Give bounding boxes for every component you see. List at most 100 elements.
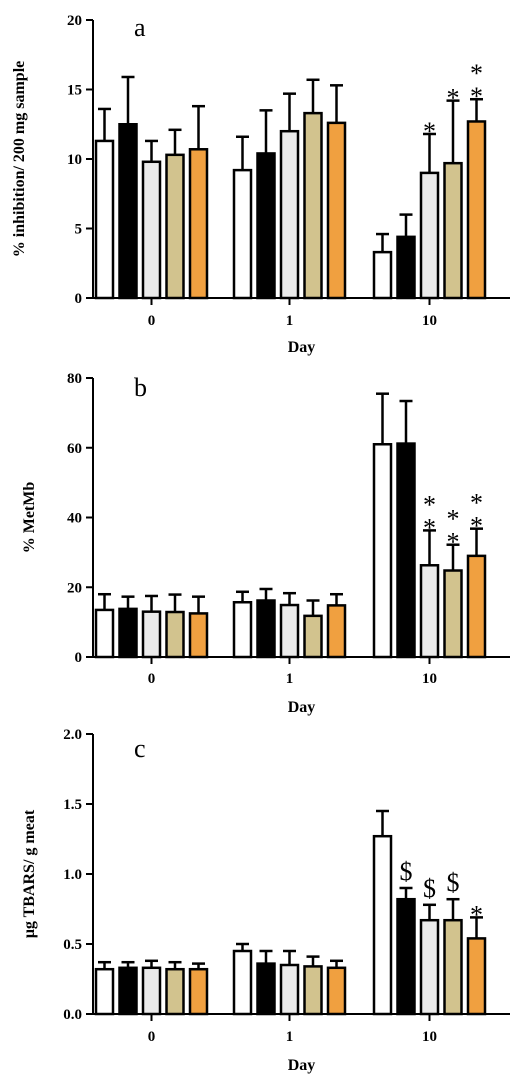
bar xyxy=(118,966,138,1016)
bar xyxy=(232,168,253,300)
bar xyxy=(279,963,300,1016)
bar xyxy=(279,129,300,300)
bar xyxy=(466,937,487,1016)
bar xyxy=(94,139,115,300)
bar xyxy=(118,123,138,300)
bar xyxy=(188,612,209,659)
y-tick-label: 40 xyxy=(67,511,82,527)
bar xyxy=(232,600,253,659)
significance-marker: $ xyxy=(423,874,436,903)
x-tick-label: 0 xyxy=(148,1029,156,1045)
x-tick-label: 1 xyxy=(286,313,294,329)
significance-glyph: * xyxy=(470,900,483,929)
significance-glyph: * xyxy=(470,512,483,541)
y-tick-label: 15 xyxy=(67,83,82,99)
significance-glyph: $ xyxy=(423,874,436,903)
bar xyxy=(141,610,162,659)
bar xyxy=(396,235,416,300)
bar xyxy=(256,152,276,300)
significance-marker: * * xyxy=(423,490,436,542)
bar xyxy=(303,965,323,1016)
significance-marker: * * xyxy=(447,505,460,557)
bar xyxy=(372,834,393,1016)
bar xyxy=(165,967,185,1016)
significance-marker: * xyxy=(447,84,460,113)
x-axis-title: Day xyxy=(288,1057,316,1074)
bar xyxy=(443,569,463,659)
bar xyxy=(232,949,253,1016)
x-tick-label: 10 xyxy=(422,313,437,329)
bar xyxy=(372,443,393,659)
significance-glyph: * xyxy=(447,84,460,113)
x-axis-title: Day xyxy=(288,339,316,356)
x-tick-label: 10 xyxy=(422,1029,437,1045)
bar xyxy=(466,120,487,300)
panel-letter: c xyxy=(134,734,146,763)
bar xyxy=(419,171,440,300)
significance-marker: * xyxy=(470,900,483,929)
bar xyxy=(303,111,323,300)
y-tick-label: 20 xyxy=(67,13,82,29)
y-tick-label: 20 xyxy=(67,580,82,596)
significance-glyph: * xyxy=(423,117,436,146)
bar xyxy=(141,966,162,1016)
significance-marker: $ xyxy=(400,857,413,886)
bar xyxy=(419,564,440,659)
bar xyxy=(165,153,185,300)
bar xyxy=(279,603,300,659)
y-tick-label: 10 xyxy=(67,152,82,168)
y-axis-title: % MetMb xyxy=(21,482,38,554)
bar xyxy=(443,918,463,1016)
y-tick-label: 2.0 xyxy=(63,727,82,743)
bar xyxy=(188,148,209,300)
significance-glyph: $ xyxy=(400,857,413,886)
bar xyxy=(188,967,209,1016)
bar xyxy=(165,610,185,659)
bar xyxy=(372,250,393,300)
significance-glyph: * xyxy=(447,505,460,534)
chart-panel-a: 0 5 10 15 20 % inhibition/ 200 mg sample a 0 1 10… xyxy=(11,13,510,356)
significance-glyph: $ xyxy=(447,868,460,897)
bar xyxy=(396,442,416,659)
panel-letter: a xyxy=(134,13,146,42)
bar xyxy=(419,918,440,1016)
x-tick-label: 1 xyxy=(286,671,294,687)
bar xyxy=(466,554,487,659)
y-axis-title: μg TBARS/ g meat xyxy=(21,809,38,938)
x-tick-label: 10 xyxy=(422,671,437,687)
bar xyxy=(94,608,115,659)
x-tick-label: 1 xyxy=(286,1029,294,1045)
significance-glyph: * xyxy=(470,82,483,111)
y-tick-label: 1.0 xyxy=(63,867,82,883)
bar xyxy=(303,614,323,659)
bar xyxy=(326,604,347,659)
y-tick-label: 0 xyxy=(75,291,83,307)
bar xyxy=(326,121,347,300)
bar xyxy=(94,967,115,1016)
significance-glyph: * xyxy=(470,59,483,88)
bar xyxy=(256,962,276,1016)
significance-marker: * * xyxy=(470,59,483,111)
significance-glyph: * xyxy=(423,490,436,519)
bar xyxy=(141,160,162,300)
significance-marker: * xyxy=(423,117,436,146)
y-tick-label: 1.5 xyxy=(63,797,82,813)
bar xyxy=(443,161,463,300)
significance-marker: * * xyxy=(470,489,483,541)
significance-glyph: * xyxy=(423,513,436,542)
y-tick-label: 80 xyxy=(67,371,82,387)
significance-glyph: * xyxy=(470,489,483,518)
y-tick-label: 60 xyxy=(67,441,82,457)
x-tick-label: 0 xyxy=(148,671,156,687)
significance-marker: $ xyxy=(447,868,460,897)
chart-panel-c: 0.0 0.5 1.0 1.5 2.0 μg TBARS/ g meat c 0 1 10 $ $ $ *… xyxy=(21,727,510,1074)
y-tick-label: 0.0 xyxy=(63,1007,82,1023)
x-axis-title: Day xyxy=(288,699,316,716)
bar xyxy=(326,966,347,1016)
y-tick-label: 5 xyxy=(75,222,83,238)
y-axis-title: % inhibition/ 200 mg sample xyxy=(11,61,28,257)
bar xyxy=(256,599,276,659)
bar xyxy=(396,897,416,1016)
